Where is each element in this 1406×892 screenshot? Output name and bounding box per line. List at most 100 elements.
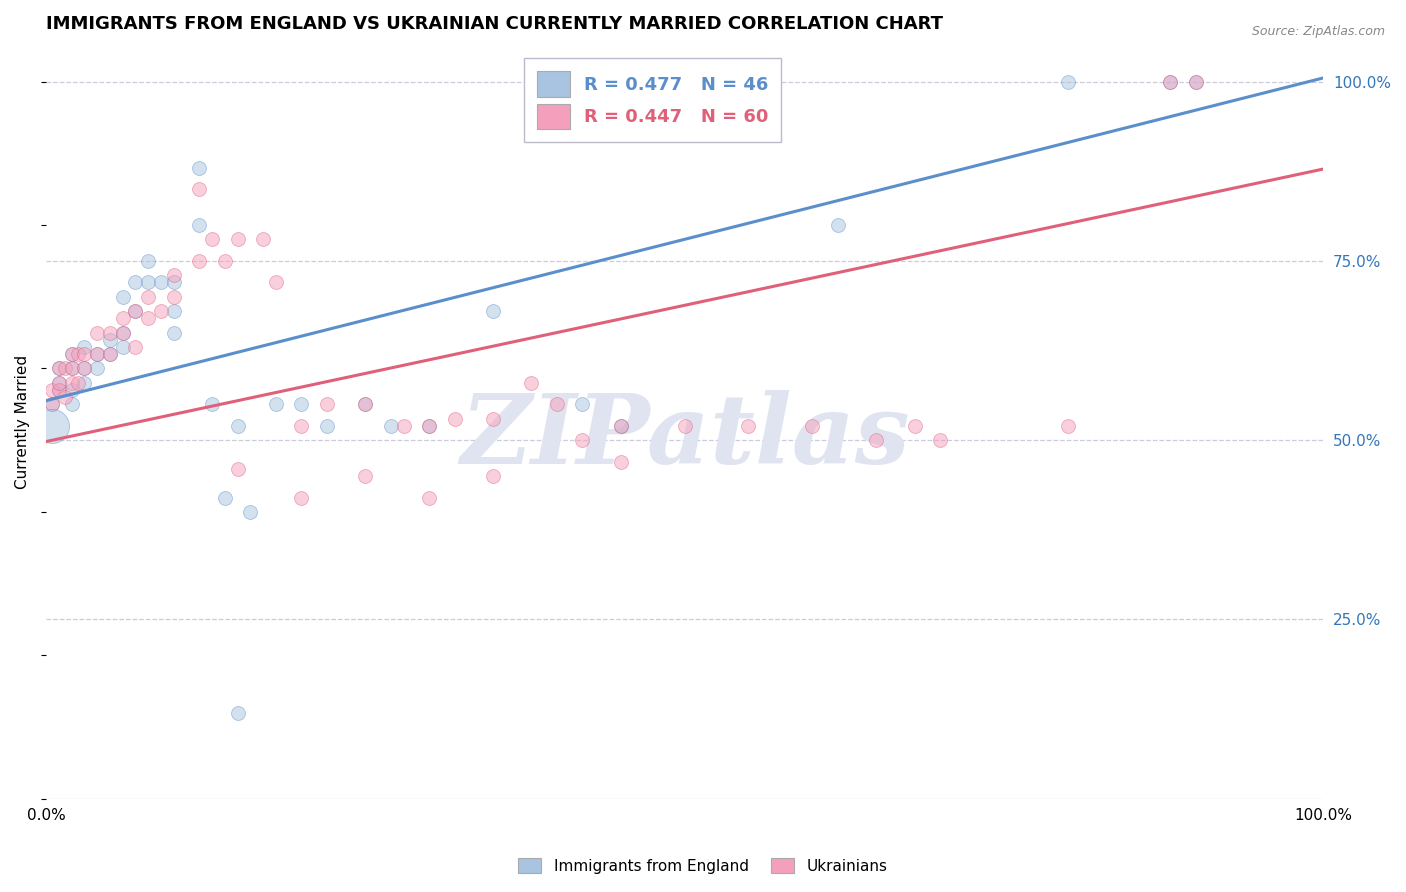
Legend: Immigrants from England, Ukrainians: Immigrants from England, Ukrainians	[512, 852, 894, 880]
Y-axis label: Currently Married: Currently Married	[15, 355, 30, 490]
Point	[66, 347, 89, 361]
Point	[316, 397, 339, 411]
Point	[226, 232, 249, 246]
Point	[48, 383, 70, 397]
Point	[264, 276, 287, 290]
Text: Source: ZipAtlas.com: Source: ZipAtlas.com	[1251, 25, 1385, 38]
Point	[53, 361, 76, 376]
Point	[98, 347, 121, 361]
Point	[163, 304, 186, 318]
Point	[163, 268, 186, 282]
Point	[188, 253, 211, 268]
Point	[264, 397, 287, 411]
Point	[1159, 74, 1181, 88]
Point	[673, 418, 696, 433]
Point	[124, 304, 146, 318]
Text: ZIPatlas: ZIPatlas	[460, 391, 910, 484]
Point	[201, 397, 224, 411]
Point	[73, 361, 96, 376]
Text: IMMIGRANTS FROM ENGLAND VS UKRAINIAN CURRENTLY MARRIED CORRELATION CHART: IMMIGRANTS FROM ENGLAND VS UKRAINIAN CUR…	[46, 15, 943, 33]
Point	[239, 505, 262, 519]
Point	[60, 397, 83, 411]
Legend: R = 0.477   N = 46, R = 0.447   N = 60: R = 0.477 N = 46, R = 0.447 N = 60	[524, 59, 780, 142]
Point	[226, 462, 249, 476]
Point	[136, 290, 159, 304]
Point	[354, 397, 377, 411]
Point	[41, 383, 63, 397]
Point	[188, 182, 211, 196]
Point	[929, 433, 952, 447]
Point	[354, 397, 377, 411]
Point	[1184, 74, 1206, 88]
Point	[66, 376, 89, 390]
Point	[1056, 418, 1078, 433]
Point	[73, 361, 96, 376]
Point	[214, 253, 236, 268]
Point	[827, 218, 849, 232]
Point	[41, 397, 63, 411]
Point	[48, 383, 70, 397]
Point	[571, 433, 593, 447]
Point	[48, 361, 70, 376]
Point	[188, 218, 211, 232]
Point	[111, 340, 134, 354]
Point	[60, 361, 83, 376]
Point	[610, 455, 633, 469]
Point	[1056, 74, 1078, 88]
Point	[73, 340, 96, 354]
Point	[53, 390, 76, 404]
Point	[124, 304, 146, 318]
Point	[48, 376, 70, 390]
Point	[41, 418, 63, 433]
Point	[60, 361, 83, 376]
Point	[520, 376, 543, 390]
Point	[482, 304, 505, 318]
Point	[737, 418, 759, 433]
Point	[149, 304, 172, 318]
Point	[188, 161, 211, 175]
Point	[124, 276, 146, 290]
Point	[418, 491, 440, 505]
Point	[290, 418, 312, 433]
Point	[48, 376, 70, 390]
Point	[865, 433, 887, 447]
Point	[418, 418, 440, 433]
Point	[41, 397, 63, 411]
Point	[73, 376, 96, 390]
Point	[610, 418, 633, 433]
Point	[1159, 74, 1181, 88]
Point	[546, 397, 568, 411]
Point	[86, 347, 108, 361]
Point	[60, 383, 83, 397]
Point	[443, 411, 465, 425]
Point	[111, 290, 134, 304]
Point	[60, 376, 83, 390]
Point	[252, 232, 274, 246]
Point	[163, 290, 186, 304]
Point	[226, 706, 249, 720]
Point	[201, 232, 224, 246]
Point	[136, 253, 159, 268]
Point	[111, 311, 134, 326]
Point	[98, 326, 121, 340]
Point	[226, 418, 249, 433]
Point	[136, 311, 159, 326]
Point	[48, 361, 70, 376]
Point	[60, 347, 83, 361]
Point	[73, 347, 96, 361]
Point	[124, 340, 146, 354]
Point	[392, 418, 415, 433]
Point	[1184, 74, 1206, 88]
Point	[163, 326, 186, 340]
Point	[482, 411, 505, 425]
Point	[903, 418, 925, 433]
Point	[380, 418, 402, 433]
Point	[86, 347, 108, 361]
Point	[290, 397, 312, 411]
Point	[98, 333, 121, 347]
Point	[418, 418, 440, 433]
Point	[111, 326, 134, 340]
Point	[354, 469, 377, 483]
Point	[60, 347, 83, 361]
Point	[801, 418, 824, 433]
